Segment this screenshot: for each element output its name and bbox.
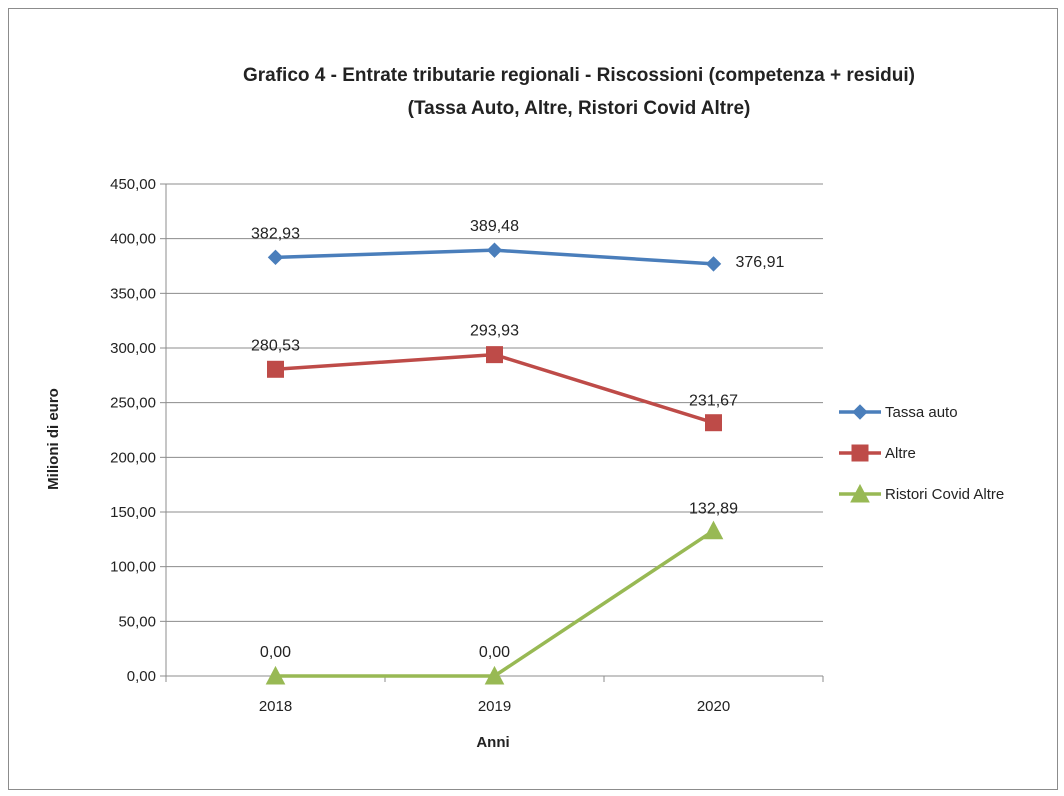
data-label: 0,00 [479, 644, 510, 661]
data-label: 0,00 [260, 644, 291, 661]
y-tick-label: 300,00 [110, 340, 156, 357]
data-point [484, 665, 505, 685]
line-chart: Grafico 4 - Entrate tributarie regionali… [45, 65, 1004, 751]
x-axis-title: Anni [476, 734, 509, 751]
legend-label: Altre [885, 445, 916, 462]
y-tick-label: 450,00 [110, 176, 156, 193]
legend-marker [851, 444, 869, 462]
axes [165, 184, 824, 682]
data-label: 382,93 [251, 225, 300, 242]
data-label: 280,53 [251, 337, 300, 354]
data-label: 231,67 [689, 393, 738, 410]
data-label: 293,93 [470, 323, 519, 340]
legend: Tassa auto Altre Ristori Covid Altre [839, 404, 1004, 503]
x-tick-label: 2018 [259, 698, 292, 715]
legend-marker [850, 483, 870, 503]
data-label: 389,48 [470, 218, 519, 235]
chart-title: Grafico 4 - Entrate tributarie regionali… [243, 65, 915, 119]
y-tick-label: 0,00 [127, 668, 156, 685]
data-point [703, 520, 724, 540]
data-label: 376,91 [736, 254, 785, 271]
data-point [486, 242, 503, 258]
series-line [275, 352, 715, 425]
y-tick-label: 350,00 [110, 285, 156, 302]
chart-frame: Grafico 4 - Entrate tributarie regionali… [8, 8, 1058, 790]
data-point [267, 249, 284, 266]
chart-title-line-2: (Tassa Auto, Altre, Ristori Covid Altre) [408, 98, 751, 119]
data-label: 132,89 [689, 501, 738, 518]
data-labels: 382,93 389,48 376,91 280,53 293,93 231,67 0,00… [251, 218, 785, 661]
gridlines [160, 183, 823, 677]
chart-title-line-1: Grafico 4 - Entrate tributarie regionali… [243, 65, 915, 86]
data-point [486, 346, 503, 364]
y-tick-label: 400,00 [110, 231, 156, 248]
series-lines [265, 242, 724, 685]
y-tick-label: 250,00 [110, 395, 156, 412]
data-point [705, 414, 722, 432]
x-tick-label: 2019 [478, 698, 511, 715]
data-point [705, 256, 722, 272]
y-tick-labels: 0,00 50,00 100,00 150,00 200,00 250,00 300,00 3… [110, 176, 156, 685]
y-tick-label: 100,00 [110, 559, 156, 576]
y-axis-title: Milioni di euro [45, 388, 62, 490]
legend-marker [852, 404, 868, 420]
data-point [267, 360, 284, 378]
x-tick-labels: 2018 2019 2020 [259, 698, 730, 715]
y-tick-label: 150,00 [110, 504, 156, 521]
legend-label: Ristori Covid Altre [885, 486, 1004, 503]
legend-label: Tassa auto [885, 404, 958, 421]
data-point [265, 665, 286, 685]
y-tick-label: 50,00 [118, 613, 156, 630]
x-tick-label: 2020 [697, 698, 730, 715]
y-tick-label: 200,00 [110, 449, 156, 466]
